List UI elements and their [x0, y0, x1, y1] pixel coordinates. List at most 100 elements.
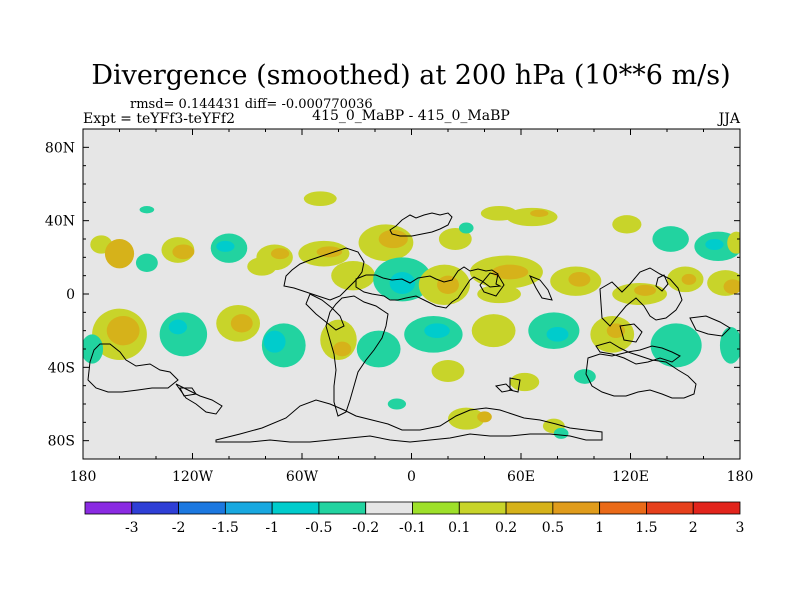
- coastline-central-america: [305, 293, 345, 331]
- coastline-australia: [585, 351, 697, 399]
- colorbar-label: -3: [125, 520, 139, 536]
- contour-region-2: [135, 253, 158, 272]
- lon-tick-label: 0: [407, 469, 416, 485]
- expt-label: Expt = teYFf3-teYFf2: [83, 111, 235, 127]
- contour-region-41: [247, 257, 277, 276]
- colorbar-label: 0.5: [542, 520, 564, 536]
- lat-tick-label: 40N: [45, 214, 75, 230]
- coastline-india: [528, 275, 553, 301]
- coastline-south-america: [325, 295, 389, 417]
- colorbar-label: -2: [172, 520, 186, 536]
- coastline-south-georgia: [494, 383, 514, 393]
- contour-fill-layer: [83, 191, 740, 439]
- coastline-falklands: [179, 387, 197, 397]
- contour-region-48: [230, 314, 253, 333]
- contour-region-63: [431, 360, 465, 382]
- plot-area: [82, 128, 741, 460]
- contour-region-15: [438, 228, 472, 250]
- chart-title: Divergence (smoothed) at 200 hPa (10**6 …: [91, 60, 730, 91]
- contour-region-18: [506, 207, 558, 227]
- lon-tick-label: 60E: [507, 469, 535, 485]
- colorbar-swatch: [365, 501, 413, 515]
- colorbar-swatch: [458, 501, 507, 515]
- colorbar-swatch: [271, 501, 320, 515]
- contour-region-43: [106, 316, 140, 346]
- contour-region-66: [387, 398, 407, 410]
- lat-tick-label: 40S: [48, 360, 75, 376]
- lat-tick-label: 80S: [48, 434, 75, 450]
- colorbar-swatch: [505, 501, 554, 515]
- contour-region-8: [270, 248, 290, 260]
- colorbar-label: -1: [265, 520, 279, 536]
- coastline-north-america: [283, 247, 365, 301]
- coastline-west-africa: [87, 343, 179, 393]
- contour-region-53: [356, 330, 401, 368]
- colorbar-label: 1.5: [635, 520, 657, 536]
- contour-region-56: [471, 314, 516, 348]
- coastline-japan: [655, 274, 669, 292]
- coastline-north-africa: [355, 266, 502, 309]
- lon-tick-label: 120E: [612, 469, 649, 485]
- contour-region-27: [389, 272, 416, 294]
- colorbar-label: 2: [689, 520, 698, 536]
- contour-region-25: [331, 261, 375, 291]
- lat-tick-label: 80N: [45, 140, 75, 156]
- contour-region-12: [139, 206, 155, 214]
- lat-tick-label: 0: [66, 287, 75, 303]
- coastline-new-guinea: [689, 315, 731, 337]
- colorbar-swatch: [599, 501, 647, 515]
- contour-region-40: [723, 279, 740, 294]
- colorbar-swatch: [552, 501, 601, 515]
- contour-region-68: [477, 411, 492, 423]
- stats-label: rmsd= 0.144431 diff= -0.000770036: [130, 97, 373, 112]
- colorbar-swatch: [318, 501, 367, 515]
- contour-region-46: [168, 319, 188, 335]
- coastline-madagascar: [509, 377, 521, 393]
- colorbar-label: -1.5: [212, 520, 239, 536]
- lon-tick-label: 60W: [286, 469, 319, 485]
- coastline-antarctica: [215, 399, 603, 443]
- contour-region-62: [719, 327, 740, 364]
- contour-region-21: [652, 226, 689, 252]
- longitude-axis: 180 120W 60W 0 60E 120E 180: [70, 129, 753, 485]
- contour-region-50: [263, 330, 286, 353]
- coastline-indonesia: [595, 341, 681, 365]
- contour-region-58: [546, 327, 569, 342]
- colorbar-label: -0.2: [352, 520, 379, 536]
- contour-region-24: [727, 231, 740, 254]
- colorbar-swatch: [646, 501, 694, 515]
- coastline-arabia: [479, 272, 505, 297]
- contour-region-34: [568, 272, 591, 287]
- colorbar-swatch: [692, 501, 741, 515]
- colorbar-label: 0.2: [495, 520, 517, 536]
- colorbar-swatch: [224, 501, 273, 515]
- colorbar-label: 1: [595, 520, 604, 536]
- contour-region-31: [491, 264, 529, 280]
- contour-region-45: [159, 312, 208, 357]
- colorbar-label: -0.1: [399, 520, 426, 536]
- contour-region-14: [378, 229, 408, 249]
- coastline-southeast-asia: [599, 267, 683, 327]
- contour-region-36: [634, 284, 657, 296]
- contour-region-16: [458, 222, 474, 234]
- contour-region-19: [530, 209, 549, 217]
- colorbar-label: 0.1: [448, 520, 470, 536]
- colorbar-swatch: [131, 501, 179, 515]
- colorbar: -3 -2 -1.5 -1 -0.5 -0.2 -0.1 0.1 0.2 0.5 1 1.5 2 3: [84, 501, 744, 536]
- contour-region-20: [612, 215, 642, 234]
- contour-region-70: [553, 427, 569, 439]
- contour-region-1: [104, 239, 135, 269]
- latitude-axis: 80N 40N 0 40S 80S: [45, 128, 740, 460]
- colorbar-label: -0.5: [305, 520, 332, 536]
- colorbar-swatch: [412, 501, 460, 515]
- contour-region-55: [424, 323, 450, 338]
- contour-region-29: [437, 275, 459, 295]
- contour-region-67: [448, 407, 485, 430]
- lon-tick-label: 120W: [172, 469, 214, 485]
- contour-region-61: [650, 323, 702, 368]
- contour-region-38: [681, 273, 697, 285]
- contour-region-52: [333, 341, 352, 357]
- coastline-antarctic-peninsula: [175, 383, 223, 415]
- coastlines: [87, 212, 731, 443]
